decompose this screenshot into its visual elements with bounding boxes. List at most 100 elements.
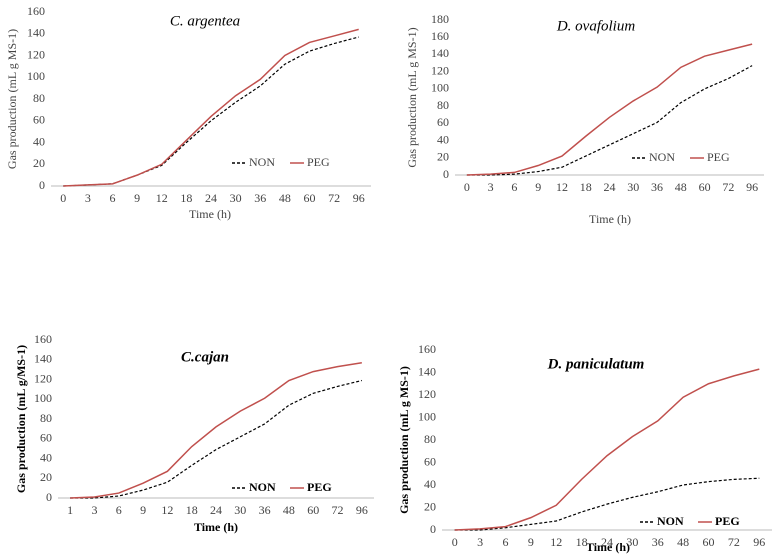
y-axis-label: Gas production (mL g MS-1) <box>397 366 411 514</box>
x-tick-label: 3 <box>477 535 483 549</box>
series-line <box>454 368 760 531</box>
x-tick-label: 30 <box>626 535 638 549</box>
y-tick-label: 160 <box>27 4 45 18</box>
x-tick-label: 18 <box>180 191 192 205</box>
series-line <box>70 379 362 499</box>
chart-title: D. paniculatum <box>547 356 645 372</box>
x-tick-label: 72 <box>728 535 740 549</box>
y-axis-label: Gas production (mL g MS-1) <box>5 29 19 169</box>
y-tick-label: 60 <box>424 454 436 468</box>
x-axis-label: Time (h) <box>586 540 630 554</box>
x-tick-label: 0 <box>60 191 66 205</box>
x-tick-label: 18 <box>580 180 592 194</box>
chart-title: D. ovafolium <box>556 18 635 34</box>
x-tick-label: 36 <box>651 180 663 194</box>
y-tick-label: 20 <box>40 470 52 484</box>
y-tick-label: 140 <box>27 26 45 40</box>
x-tick-label: 48 <box>283 503 295 517</box>
y-tick-label: 160 <box>418 342 436 356</box>
series-line <box>466 43 753 176</box>
y-axis-label: Gas production (mL g/MS-1) <box>14 345 28 493</box>
x-tick-label: 6 <box>116 503 122 517</box>
x-tick-label: 3 <box>85 191 91 205</box>
x-tick-label: 0 <box>452 535 458 549</box>
x-tick-label: 96 <box>353 191 365 205</box>
x-tick-label: 12 <box>161 503 173 517</box>
y-tick-label: 100 <box>34 391 52 405</box>
y-tick-label: 20 <box>33 156 45 170</box>
y-tick-label: 80 <box>424 432 436 446</box>
x-tick-label: 30 <box>230 191 242 205</box>
x-tick-label: 24 <box>601 535 613 549</box>
x-tick-label: 72 <box>332 503 344 517</box>
legend-label: PEG <box>307 480 332 494</box>
y-tick-label: 0 <box>39 178 45 192</box>
x-axis-label: Time (h) <box>194 520 238 534</box>
legend-label: NON <box>249 155 275 169</box>
y-tick-label: 0 <box>443 167 449 181</box>
x-tick-label: 36 <box>259 503 271 517</box>
x-tick-label: 6 <box>502 535 508 549</box>
y-tick-label: 180 <box>431 12 449 26</box>
y-tick-label: 160 <box>34 332 52 346</box>
y-tick-label: 160 <box>431 29 449 43</box>
x-tick-label: 48 <box>677 535 689 549</box>
x-tick-label: 3 <box>488 180 494 194</box>
y-tick-label: 120 <box>418 387 436 401</box>
y-tick-label: 140 <box>418 364 436 378</box>
legend-label: PEG <box>707 150 730 164</box>
x-tick-label: 1 <box>67 503 73 517</box>
y-tick-label: 60 <box>33 113 45 127</box>
y-tick-label: 0 <box>46 490 52 504</box>
x-tick-label: 12 <box>550 535 562 549</box>
y-tick-label: 40 <box>424 477 436 491</box>
y-tick-label: 120 <box>34 371 52 385</box>
y-tick-label: 60 <box>40 431 52 445</box>
x-axis-label: Time (h) <box>589 212 631 226</box>
x-tick-label: 60 <box>699 180 711 194</box>
y-tick-label: 40 <box>40 450 52 464</box>
y-tick-label: 120 <box>27 47 45 61</box>
y-tick-label: 40 <box>437 132 449 146</box>
x-tick-label: 36 <box>254 191 266 205</box>
x-tick-label: 36 <box>652 535 664 549</box>
series-line <box>466 65 753 176</box>
series-line <box>70 361 362 499</box>
x-tick-label: 12 <box>156 191 168 205</box>
y-tick-label: 80 <box>33 91 45 105</box>
y-tick-label: 0 <box>430 522 436 536</box>
y-tick-label: 40 <box>33 134 45 148</box>
x-tick-label: 60 <box>307 503 319 517</box>
y-tick-label: 140 <box>431 46 449 60</box>
series-line <box>454 477 760 531</box>
y-tick-label: 80 <box>437 98 449 112</box>
x-tick-label: 48 <box>279 191 291 205</box>
chart-title: C. argentea <box>170 13 240 29</box>
x-tick-label: 60 <box>303 191 315 205</box>
y-tick-label: 100 <box>431 81 449 95</box>
legend-label: NON <box>249 480 276 494</box>
x-tick-label: 18 <box>576 535 588 549</box>
x-tick-label: 96 <box>753 535 765 549</box>
y-tick-label: 120 <box>431 63 449 77</box>
y-tick-label: 80 <box>40 411 52 425</box>
y-tick-label: 100 <box>418 409 436 423</box>
x-tick-label: 30 <box>234 503 246 517</box>
x-tick-label: 24 <box>604 180 616 194</box>
x-tick-label: 12 <box>556 180 568 194</box>
y-tick-label: 20 <box>424 499 436 513</box>
x-tick-label: 3 <box>91 503 97 517</box>
x-tick-label: 9 <box>528 535 534 549</box>
x-tick-label: 30 <box>627 180 639 194</box>
x-tick-label: 72 <box>328 191 340 205</box>
x-tick-label: 9 <box>535 180 541 194</box>
y-tick-label: 100 <box>27 69 45 83</box>
x-tick-label: 6 <box>110 191 116 205</box>
legend-label: PEG <box>715 514 740 528</box>
x-tick-label: 9 <box>140 503 146 517</box>
y-tick-label: 20 <box>437 150 449 164</box>
y-axis-label: Gas production (mL g MS-1) <box>405 27 419 167</box>
x-tick-label: 24 <box>205 191 217 205</box>
x-tick-label: 0 <box>464 180 470 194</box>
x-tick-label: 18 <box>186 503 198 517</box>
